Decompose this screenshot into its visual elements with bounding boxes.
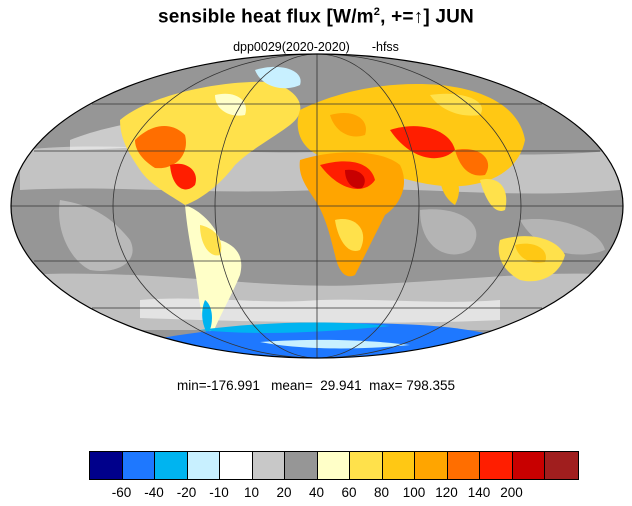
colorbar-tick-label: 40 [308, 485, 325, 500]
colorbar [89, 451, 579, 480]
colorbar-tick-label: -20 [176, 485, 197, 500]
colorbar-tick-label: 10 [243, 485, 260, 500]
colorbar-tick-label: 140 [467, 485, 491, 500]
colorbar-swatch [155, 452, 188, 479]
colorbar-tick-label: 80 [373, 485, 390, 500]
colorbar-tick-label: -10 [209, 485, 229, 500]
colorbar-swatch [187, 452, 220, 479]
antarctica-coast [200, 322, 390, 333]
na-hot-core [135, 125, 186, 169]
indian-ocean-patch [420, 209, 477, 255]
colorbar-tick-label: 120 [435, 485, 458, 500]
colorbar-swatch [382, 452, 415, 479]
colorbar-swatch [480, 452, 513, 479]
colorbar-swatch [122, 452, 155, 479]
stats-line: min=-176.991 mean= 29.941 max= 798.355 [176, 378, 456, 393]
colorbar-ticks: -60 -40 -20 -10 10 20 40 60 80 100 120 140 200 [0, 485, 632, 505]
subtitle-variable: -hfss [371, 40, 399, 54]
southern-africa [335, 219, 364, 251]
subtitle-run: dpp0029(2020-2020) [233, 40, 350, 54]
map-border [10, 53, 624, 359]
colorbar-swatch [285, 452, 318, 479]
south-america [185, 205, 242, 335]
world-map [10, 53, 624, 359]
colorbar-swatch [512, 452, 545, 479]
asia-orange [455, 149, 489, 176]
antarctica-patch [260, 339, 410, 349]
title-text: sensible heat flux [W/m [158, 6, 374, 28]
greenland [255, 66, 301, 89]
patagonia-blue [202, 300, 212, 335]
north-america [120, 81, 301, 205]
colorbar-swatch [350, 452, 383, 479]
plot-title: sensible heat flux [W/m2, +=↑] JUN [0, 6, 632, 28]
colorbar-tick-label: -60 [111, 485, 132, 500]
colorbar-swatch [415, 452, 448, 479]
ocean-patch [59, 200, 133, 271]
southern-white-band [140, 298, 500, 323]
europe-orange [330, 112, 366, 137]
pacific-patch [520, 219, 605, 255]
colorbar-swatch [252, 452, 285, 479]
sa-yellow [200, 225, 222, 256]
colorbar-swatch [447, 452, 480, 479]
colorbar-tick-label: 20 [276, 485, 292, 500]
colorbar-tick-label: 200 [500, 485, 523, 500]
colorbar-tick-label: -40 [144, 485, 164, 500]
colorbar-swatch [220, 452, 253, 479]
australia-core [515, 243, 546, 263]
middle-east-red [390, 126, 455, 159]
title-superscript: 2 [373, 6, 381, 18]
colorbar-swatch [545, 452, 578, 479]
siberia-yellow [430, 93, 482, 116]
title-suffix: , +=↑] JUN [380, 6, 474, 28]
india [440, 174, 460, 205]
se-asia [480, 179, 507, 211]
colorbar-swatch [90, 452, 123, 479]
colorbar-tick-label: 60 [341, 485, 357, 500]
africa [299, 152, 405, 277]
sahara-core [345, 169, 365, 189]
colorbar-tick-label: 100 [402, 485, 426, 500]
na-hot-spot [170, 163, 196, 190]
colorbar-swatch [317, 452, 350, 479]
plot-subtitle: dpp0029(2020-2020) -hfss [0, 40, 632, 54]
